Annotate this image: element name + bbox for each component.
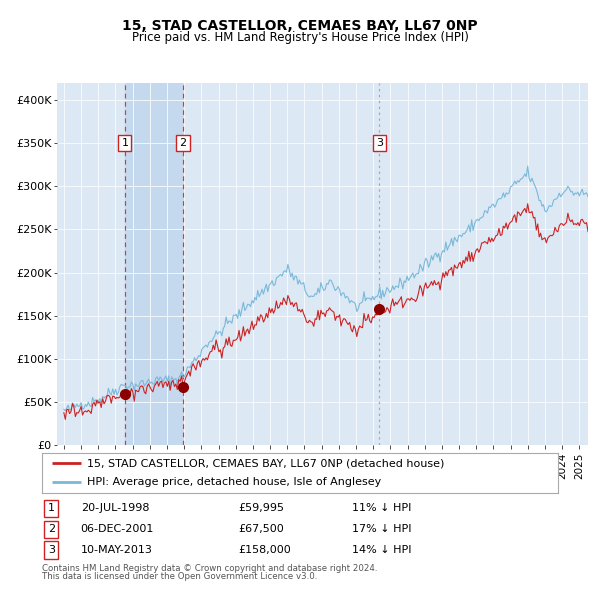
Text: 3: 3 — [376, 138, 383, 148]
Text: 17% ↓ HPI: 17% ↓ HPI — [352, 525, 411, 534]
Text: 15, STAD CASTELLOR, CEMAES BAY, LL67 0NP (detached house): 15, STAD CASTELLOR, CEMAES BAY, LL67 0NP… — [88, 458, 445, 468]
Text: £67,500: £67,500 — [238, 525, 284, 534]
Text: £158,000: £158,000 — [238, 545, 291, 555]
Text: £59,995: £59,995 — [238, 503, 284, 513]
Bar — [125, 83, 183, 445]
Text: 06-DEC-2001: 06-DEC-2001 — [80, 525, 154, 534]
Text: 1: 1 — [48, 503, 55, 513]
Text: Price paid vs. HM Land Registry's House Price Index (HPI): Price paid vs. HM Land Registry's House … — [131, 31, 469, 44]
Text: 10-MAY-2013: 10-MAY-2013 — [80, 545, 152, 555]
Text: 15, STAD CASTELLOR, CEMAES BAY, LL67 0NP: 15, STAD CASTELLOR, CEMAES BAY, LL67 0NP — [122, 19, 478, 33]
Text: 2: 2 — [179, 138, 187, 148]
Text: 14% ↓ HPI: 14% ↓ HPI — [352, 545, 411, 555]
Text: 11% ↓ HPI: 11% ↓ HPI — [352, 503, 411, 513]
Text: 2: 2 — [48, 525, 55, 534]
Text: 1: 1 — [121, 138, 128, 148]
Text: HPI: Average price, detached house, Isle of Anglesey: HPI: Average price, detached house, Isle… — [88, 477, 382, 487]
Text: 3: 3 — [48, 545, 55, 555]
Text: This data is licensed under the Open Government Licence v3.0.: This data is licensed under the Open Gov… — [42, 572, 317, 581]
Text: Contains HM Land Registry data © Crown copyright and database right 2024.: Contains HM Land Registry data © Crown c… — [42, 563, 377, 572]
Text: 20-JUL-1998: 20-JUL-1998 — [80, 503, 149, 513]
